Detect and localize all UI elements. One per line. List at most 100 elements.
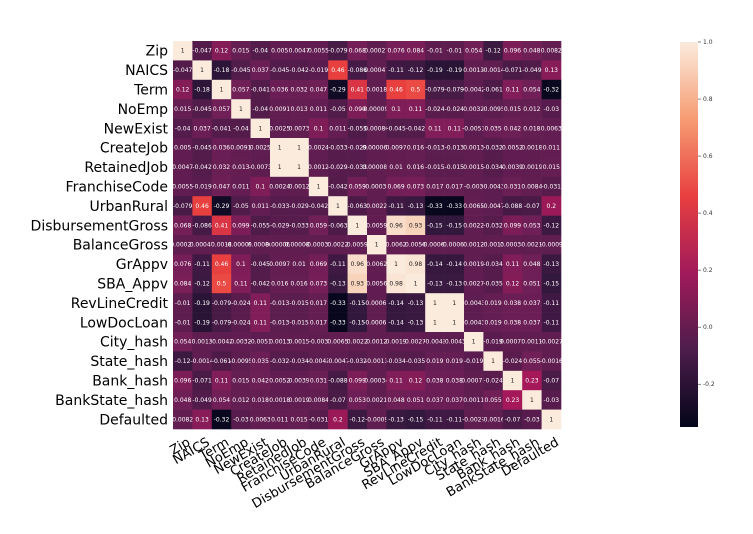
cell-value-label: -0.0095 [229,358,252,365]
cell-value-label: 0.0062 [366,261,387,268]
cell-value-label: 0.017 [446,184,463,191]
heatmap-cell [289,390,310,410]
cell-value-label: 0.059 [349,184,366,191]
y-tick-label: DisbursementGross [31,218,168,234]
heatmap-cell [289,370,310,391]
heatmap-cell [211,41,232,61]
cell-value-label: 0.054 [174,339,191,346]
cell-value-label: -0.079 [212,319,232,326]
heatmap-cell [250,332,271,352]
heatmap-cell [250,138,271,158]
cell-value-label: -0.029 [328,164,348,171]
cell-value-label: 0.0019 [463,261,484,268]
heatmap-cell [522,118,542,139]
cell-value-label: 1 [472,339,476,346]
y-tick-label: GrAppv [116,257,168,273]
cell-value-label: 0.0011 [521,339,542,346]
heatmap-cell [347,157,368,178]
cell-value-label: 0.00047 [190,242,215,249]
heatmap-cell [289,312,310,333]
heatmap-cell [270,370,290,391]
heatmap-cell [308,196,329,216]
heatmap-cell [211,235,232,255]
heatmap-cell [231,118,251,139]
cell-value-label: -0.015 [289,300,309,307]
heatmap-cell [250,235,271,255]
heatmap-cell [405,79,426,100]
cell-value-label: -0.035 [406,358,426,365]
heatmap-cell [173,351,193,372]
cell-value-label: 0.032 [213,164,230,171]
cell-value-label: -0.04 [233,125,249,132]
cell-value-label: 0.037 [523,319,540,326]
cell-value-label: 0.035 [252,358,269,365]
heatmap-cell [367,176,387,197]
colorbar-gradient [680,42,698,427]
heatmap-cell [425,312,445,333]
cell-value-label: -0.19 [447,67,463,74]
heatmap-cell [173,254,193,275]
heatmap-cell [328,312,348,333]
cell-value-label: -0.000095 [226,242,257,249]
heatmap-cell [328,157,348,178]
heatmap-cell [425,176,445,197]
cell-value-label: 0.0059 [347,242,368,249]
cell-value-label: 0.051 [407,397,424,404]
cell-value-label: -0.11 [194,261,210,268]
heatmap-cell [386,99,407,119]
heatmap-cell [192,254,213,275]
heatmap-cell [405,41,426,61]
heatmap-cell [250,370,271,391]
heatmap-cell [289,176,310,197]
heatmap-cell [483,196,504,216]
heatmap-cell [386,41,407,61]
heatmap-cell [347,60,368,81]
heatmap-cell [231,60,251,81]
heatmap-cell [386,254,407,275]
cell-value-label: -0.034 [289,358,309,365]
cell-value-label: -0.00031 [363,184,390,191]
cell-value-label: -0.045 [251,261,271,268]
heatmap-cell [522,351,542,372]
heatmap-cell [192,390,213,410]
heatmap-cell [328,79,348,100]
heatmap-cell [522,99,542,119]
heatmap-cell [250,176,271,197]
heatmap-cell [425,60,445,81]
heatmap-cell [425,79,445,100]
cell-value-label: 0.019 [426,358,443,365]
heatmap-cell [483,79,504,100]
cell-value-label: 0.00034 [500,242,525,249]
cell-value-label: -0.041 [212,125,232,132]
cell-value-label: 0.0021 [366,397,387,404]
heatmap-cell [211,99,232,119]
cell-value-label: -0.045 [386,125,406,132]
heatmap-cell [425,390,445,410]
cell-value-label: -0.0014 [191,358,214,365]
heatmap-cell [173,409,193,430]
cell-value-label: 0.0018 [366,87,387,94]
heatmap-cell [444,351,465,372]
cell-value-label: -0.29 [330,87,346,94]
heatmap-cell [308,293,329,313]
heatmap-cell [522,41,542,61]
cell-value-label: 0.0073 [289,125,310,132]
heatmap-cell [289,157,310,178]
heatmap-cell [464,60,484,81]
heatmap-cell [192,176,213,197]
heatmap-cell [173,293,193,313]
heatmap-cell [541,79,562,100]
heatmap-cell [173,157,193,178]
heatmap-cell [405,176,426,197]
cell-value-label: 0.0013 [463,67,484,74]
cell-value-label: 0.000067 [362,145,391,152]
cell-value-label: -0.071 [192,378,212,385]
heatmap-cell [270,215,290,236]
heatmap-cell [367,196,387,216]
heatmap-cell [328,176,348,197]
cell-value-label: -0.032 [483,145,503,152]
heatmap-cell [192,99,213,119]
heatmap-cell [405,332,426,352]
heatmap-cell [367,41,387,61]
cell-value-label: 1 [375,242,379,249]
